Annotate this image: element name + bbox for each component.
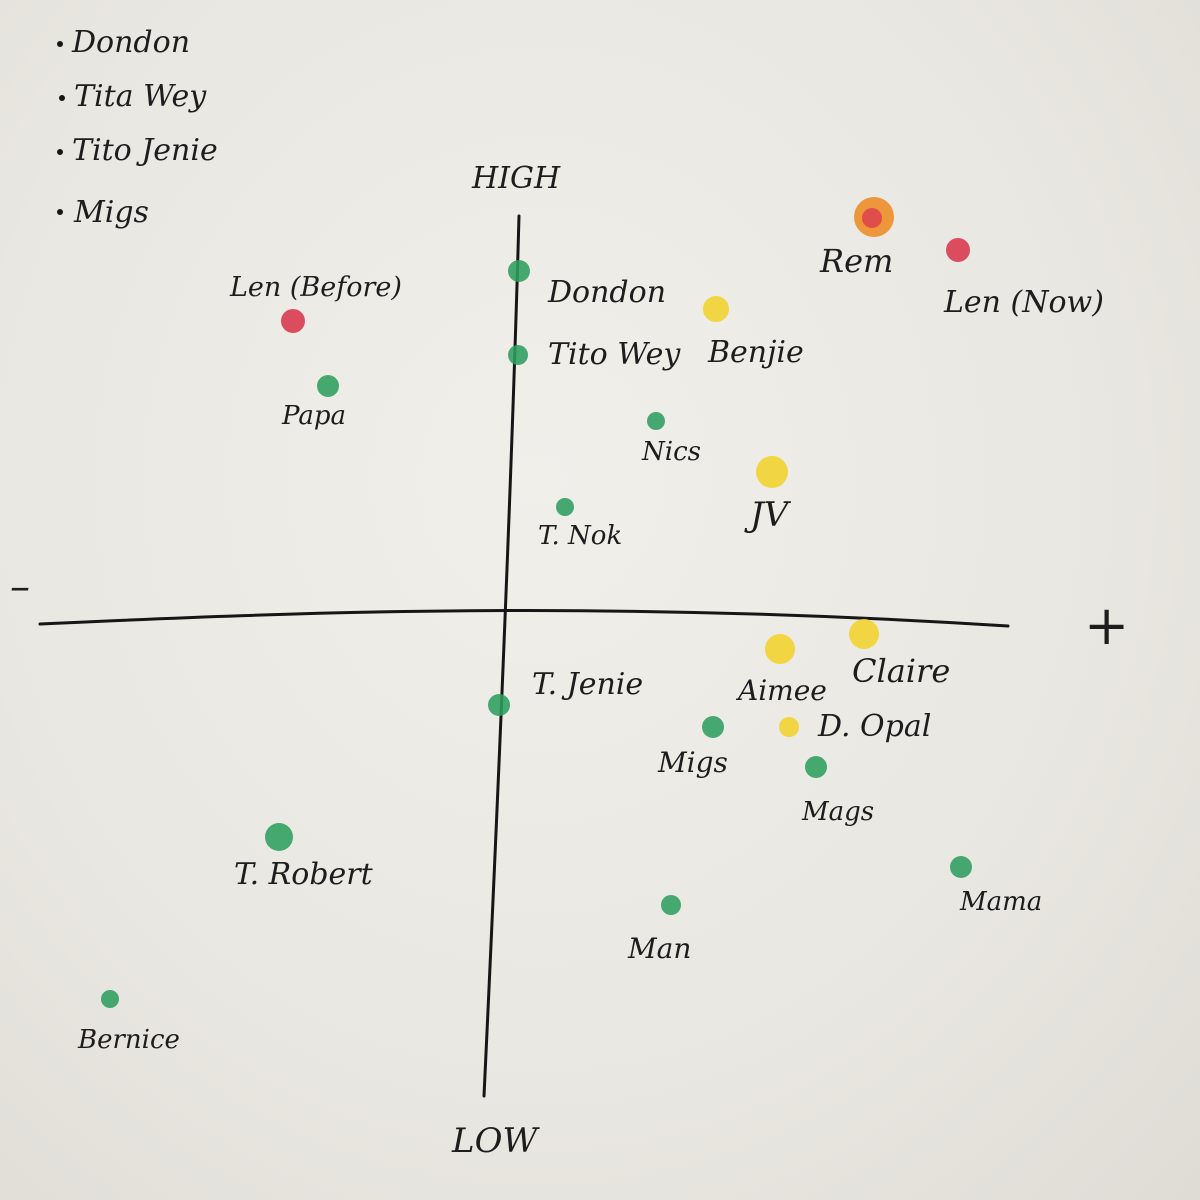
point-label: Man — [627, 932, 691, 965]
legend-bullet — [57, 209, 63, 215]
axis-label-plus: + — [1084, 594, 1129, 657]
point-dot — [805, 756, 827, 778]
point-label: T. Jenie — [532, 667, 643, 702]
legend-item-tito-jenie: Tito Jenie — [72, 133, 218, 168]
point-label: Len (Before) — [229, 272, 402, 303]
point-label: Aimee — [735, 674, 827, 707]
point-label: JV — [744, 495, 792, 535]
legend-bullet — [57, 149, 63, 155]
point-label: Benjie — [707, 335, 804, 370]
point-dot — [779, 717, 799, 737]
point-dot — [508, 345, 528, 365]
point-dot — [647, 412, 665, 430]
point-label: Dondon — [547, 275, 666, 310]
point-dot — [281, 309, 305, 333]
point-dot — [101, 990, 119, 1008]
horizontal-axis-line — [38, 609, 1010, 628]
point-dot — [946, 238, 970, 262]
point-label: Mags — [801, 797, 874, 827]
point-dot — [702, 716, 724, 738]
point-label: Claire — [852, 652, 950, 690]
legend-item-tita-wey: Tita Wey — [74, 79, 207, 114]
point-label: Papa — [281, 401, 346, 431]
points-layer: Len (Before) Papa Dondon Tito Wey Benjie… — [77, 197, 1104, 1055]
legend-item-dondon: Dondon — [71, 25, 190, 60]
point-label: T. Robert — [234, 857, 374, 892]
point-dot — [488, 694, 510, 716]
point-label: Tito Wey — [548, 337, 681, 372]
axes: HIGH LOW – + — [10, 161, 1129, 1161]
legend-bullet — [57, 41, 63, 47]
point-label: T. Nok — [538, 521, 622, 551]
point-dot — [950, 856, 972, 878]
legend-list: Dondon Tita Wey Tito Jenie Migs — [57, 25, 218, 230]
point-label: Len (Now) — [943, 285, 1104, 320]
point-dot — [317, 375, 339, 397]
legend-bullet — [59, 95, 65, 101]
axis-label-low: LOW — [451, 1121, 540, 1161]
point-dot — [265, 823, 293, 851]
point-label: Nics — [641, 437, 701, 467]
point-dot — [765, 634, 795, 664]
point-dot — [556, 498, 574, 516]
point-label: Bernice — [77, 1025, 180, 1055]
point-label: Mama — [959, 887, 1042, 917]
vertical-axis-line — [482, 214, 521, 1098]
point-label: D. Opal — [817, 709, 931, 744]
legend-item-migs: Migs — [73, 195, 149, 230]
point-label: Rem — [819, 242, 893, 280]
point-dot-core — [862, 208, 882, 228]
point-dot — [849, 619, 879, 649]
point-label: Migs — [657, 746, 728, 779]
axis-label-high: HIGH — [471, 161, 561, 196]
point-dot — [508, 260, 530, 282]
point-dot — [756, 456, 788, 488]
point-dot — [661, 895, 681, 915]
axis-label-minus: – — [10, 564, 30, 610]
point-dot — [703, 296, 729, 322]
